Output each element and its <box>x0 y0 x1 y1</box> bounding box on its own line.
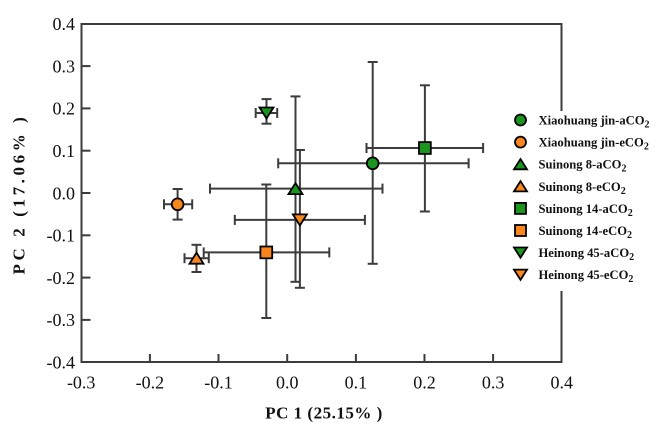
svg-text:0.1: 0.1 <box>345 373 368 393</box>
svg-text:-0.3: -0.3 <box>67 373 96 393</box>
svg-text:0.2: 0.2 <box>53 99 76 119</box>
svg-text:Suinong 14-aCO2: Suinong 14-aCO2 <box>539 202 633 219</box>
svg-text:-0.2: -0.2 <box>136 373 165 393</box>
svg-text:0.0: 0.0 <box>53 183 76 203</box>
svg-text:Heinong 45-eCO2: Heinong 45-eCO2 <box>539 268 634 285</box>
svg-text:0.4: 0.4 <box>53 14 76 34</box>
svg-text:Suinong 8-eCO2: Suinong 8-eCO2 <box>539 180 626 197</box>
svg-text:-0.2: -0.2 <box>47 268 76 288</box>
svg-text:-0.1: -0.1 <box>47 226 76 246</box>
svg-text:Heinong 45-aCO2: Heinong 45-aCO2 <box>539 246 635 263</box>
svg-text:0.3: 0.3 <box>482 373 505 393</box>
svg-text:Suinong 14-eCO2: Suinong 14-eCO2 <box>539 224 633 241</box>
svg-text:PC 2 (17.06% ): PC 2 (17.06% ) <box>10 114 29 275</box>
svg-text:0.3: 0.3 <box>53 56 76 76</box>
svg-text:-0.3: -0.3 <box>47 310 76 330</box>
svg-text:0.2: 0.2 <box>413 373 436 393</box>
svg-text:0.0: 0.0 <box>276 373 299 393</box>
svg-text:Xiaohuang jin-aCO2: Xiaohuang jin-aCO2 <box>539 114 650 131</box>
svg-text:PC 1 (25.15% ): PC 1 (25.15% ) <box>265 404 382 423</box>
svg-text:-0.4: -0.4 <box>47 353 76 373</box>
svg-text:0.1: 0.1 <box>53 141 76 161</box>
svg-text:Suinong 8-aCO2: Suinong 8-aCO2 <box>539 158 627 175</box>
svg-text:-0.1: -0.1 <box>204 373 233 393</box>
svg-text:0.4: 0.4 <box>551 373 574 393</box>
svg-text:Xiaohuang jin-eCO2: Xiaohuang jin-eCO2 <box>539 136 649 153</box>
